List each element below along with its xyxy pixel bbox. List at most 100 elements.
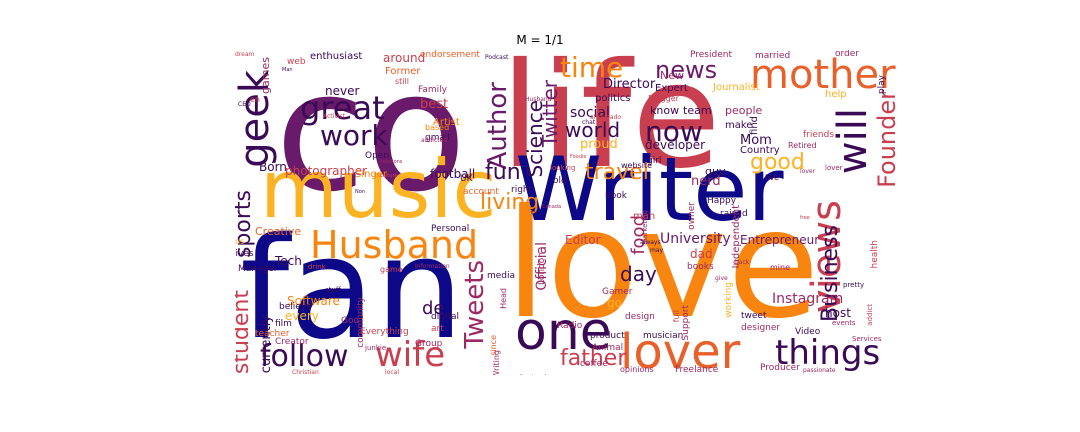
- word-open: Open: [365, 151, 390, 161]
- word-know: know: [650, 104, 680, 117]
- word-drink: drink: [308, 263, 326, 271]
- word-full: full: [672, 310, 681, 323]
- word-working: working: [724, 282, 734, 318]
- word-information: Information: [415, 263, 450, 270]
- word-family: Family: [418, 85, 447, 95]
- word-director: Director: [603, 77, 656, 92]
- word-work: work: [320, 119, 388, 152]
- word-day: day: [620, 262, 657, 286]
- word-artist: Artist: [433, 117, 460, 128]
- word-host: host: [825, 306, 851, 320]
- word-time: time: [560, 51, 624, 84]
- word-raised: raised: [720, 209, 748, 219]
- word-people: people: [725, 104, 763, 117]
- word-go: go: [607, 296, 622, 310]
- word-teacher: teacher: [255, 329, 290, 339]
- word-lover: lover: [800, 168, 816, 175]
- word-music: music: [260, 143, 497, 236]
- word-born: Born: [259, 160, 287, 174]
- word-singer: Singer: [355, 169, 388, 180]
- word-guy: guy: [705, 165, 726, 178]
- word-country: Country: [740, 145, 780, 156]
- word-non: Non: [355, 189, 365, 195]
- word-back: back: [735, 259, 750, 266]
- word-founder: Founder: [873, 90, 901, 188]
- word-writer: Writer: [515, 138, 784, 241]
- word-old: old: [553, 176, 567, 186]
- word-canada: Canada: [542, 204, 562, 210]
- word-mine: mine: [770, 263, 791, 272]
- word-nerd: nerd: [691, 174, 721, 189]
- word-believe: believe: [279, 302, 312, 312]
- word-solutions: solutions: [380, 159, 403, 165]
- word-events: events: [832, 319, 856, 327]
- word-media: media: [487, 271, 516, 281]
- word-tv: TV: [530, 209, 538, 216]
- word-developer: developer: [645, 138, 706, 152]
- word-married: married: [755, 51, 791, 61]
- word-podcast: Podcast: [485, 54, 509, 61]
- word-photographer: photographer: [285, 164, 368, 178]
- word-entrepreneur: Entrepreneur: [740, 233, 820, 247]
- word-product: product: [590, 331, 625, 341]
- word-health: health: [870, 240, 880, 269]
- word-journalist: Journalist: [713, 82, 760, 93]
- word-happy: Happy: [707, 196, 737, 206]
- word-politics: politics: [595, 93, 631, 104]
- word-digital: digital: [431, 312, 459, 322]
- word-university: University: [660, 231, 731, 247]
- word-web: web: [287, 57, 306, 67]
- word-great: great: [300, 89, 385, 127]
- word-fun: fun: [485, 160, 521, 185]
- word-one: one: [515, 302, 612, 362]
- word-website: website: [621, 161, 652, 170]
- word-account: account: [463, 187, 499, 197]
- word-games: games: [259, 57, 272, 94]
- word-love: love: [505, 178, 820, 352]
- word-free: free: [800, 215, 810, 221]
- word-radio: Radio: [557, 321, 583, 331]
- word-chat: chat: [582, 119, 596, 126]
- word-writing: Writing: [492, 350, 501, 375]
- word-girl: girl: [647, 156, 662, 166]
- word-lover: lover: [825, 164, 843, 172]
- word-make: make: [725, 120, 753, 131]
- word-stuff: stuff: [325, 286, 341, 294]
- word-good: good: [750, 150, 805, 175]
- word-game: game: [380, 265, 403, 274]
- word-junkie: junkie: [365, 344, 387, 352]
- word-endorsement: endorsement: [420, 50, 480, 60]
- word-everything: Everything: [360, 327, 409, 337]
- word-every: every: [285, 309, 319, 323]
- word-find: find: [749, 116, 760, 135]
- word-may: may: [650, 247, 664, 254]
- word-student: student: [235, 290, 254, 375]
- word-blogger: Blogger: [648, 94, 679, 103]
- word-man: man: [633, 211, 656, 222]
- word-father: father: [560, 346, 627, 371]
- word-co: co: [275, 50, 467, 228]
- word-follow: follow: [260, 339, 349, 374]
- word-things: things: [775, 333, 881, 373]
- word-book: book: [605, 191, 627, 201]
- word-freelance: Freelance: [675, 365, 719, 375]
- word-books: books: [687, 262, 714, 272]
- word-tweets: Tweets: [460, 260, 490, 349]
- word-right: right: [511, 185, 533, 195]
- word-designer: designer: [741, 323, 781, 333]
- word-still: still: [395, 77, 409, 86]
- word-us: us: [235, 237, 245, 246]
- word-christian: Christian: [292, 369, 319, 376]
- word-looking: looking: [550, 164, 576, 172]
- word-musician: musician: [643, 331, 684, 341]
- word-husband: Husband: [310, 223, 479, 267]
- figure-title: M = 1/1: [516, 33, 564, 47]
- word-team: team: [683, 104, 712, 117]
- word-never: never: [325, 84, 360, 98]
- word-tweet: tweet: [741, 311, 767, 321]
- word-opinions: opinions: [620, 365, 654, 374]
- word-editor: Editor: [565, 233, 601, 247]
- word-give: give: [715, 275, 728, 282]
- word-coffee: coffee: [580, 359, 608, 369]
